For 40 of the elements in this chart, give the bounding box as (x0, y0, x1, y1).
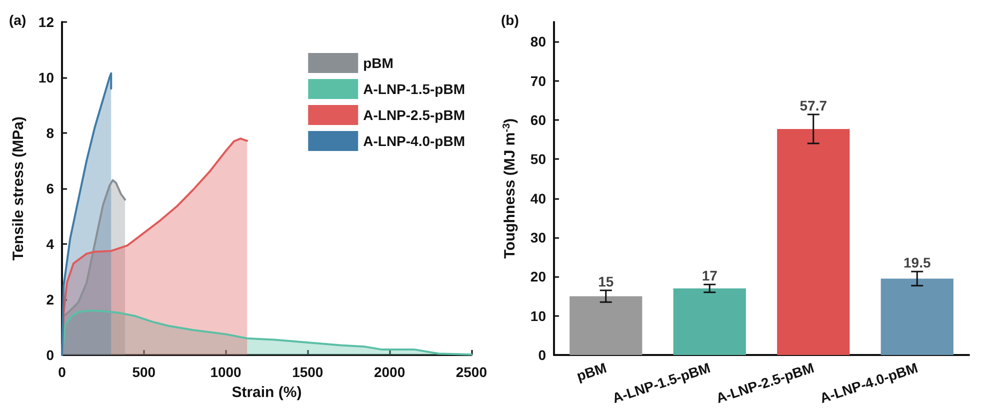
legend-label: A-LNP-4.0-pBM (363, 133, 466, 149)
y-tick-label: 8 (46, 125, 54, 141)
y-tick-label: 30 (530, 229, 546, 246)
y-tick-label: 4 (46, 236, 54, 252)
y-tick-label: 0 (46, 347, 54, 363)
x-tick-label: 2000 (374, 364, 406, 380)
y-tick-label: 60 (530, 112, 546, 128)
bar (570, 296, 642, 355)
bar (673, 288, 746, 355)
y-tick-label: 50 (530, 151, 546, 168)
data-label: 17 (702, 267, 718, 284)
bar (880, 278, 954, 355)
chart-title: (a) (9, 12, 26, 28)
y-tick-label: 0 (538, 347, 546, 363)
y-tick-label: 40 (530, 190, 546, 206)
y-tick-label: 80 (530, 34, 546, 50)
y-tick-label: 10 (38, 70, 54, 86)
legend-label: A-LNP-1.5-pBM (363, 81, 466, 97)
y-tick-label: 70 (530, 72, 546, 89)
y-tick-label: 2 (46, 292, 54, 308)
legend-label: A-LNP-2.5-pBM (363, 107, 466, 123)
y-tick-label: 12 (38, 14, 54, 30)
data-label: 19.5 (904, 254, 931, 271)
chart-title: (b) (501, 12, 519, 28)
x-axis-title: Strain (%) (232, 384, 302, 401)
x-tick-label: 0 (58, 364, 66, 380)
x-tick-label: 2500 (456, 364, 488, 380)
x-tick-label: 1000 (210, 364, 242, 380)
y-tick-label: 6 (46, 180, 54, 196)
bar (777, 128, 850, 355)
y-tick-label: 20 (530, 268, 546, 285)
y-axis-title: Toughness (MJ m-3) (502, 118, 518, 259)
x-tick-label: 500 (132, 364, 156, 380)
x-tick-label: pBM (574, 359, 608, 384)
y-tick-label: 10 (530, 308, 546, 324)
data-label: 15 (598, 273, 614, 290)
data-label: 57.7 (800, 97, 828, 114)
legend-label: pBM (363, 55, 394, 71)
y-axis-title: Tensile stress (MPa) (10, 116, 27, 260)
x-tick-label: 1500 (292, 364, 324, 380)
